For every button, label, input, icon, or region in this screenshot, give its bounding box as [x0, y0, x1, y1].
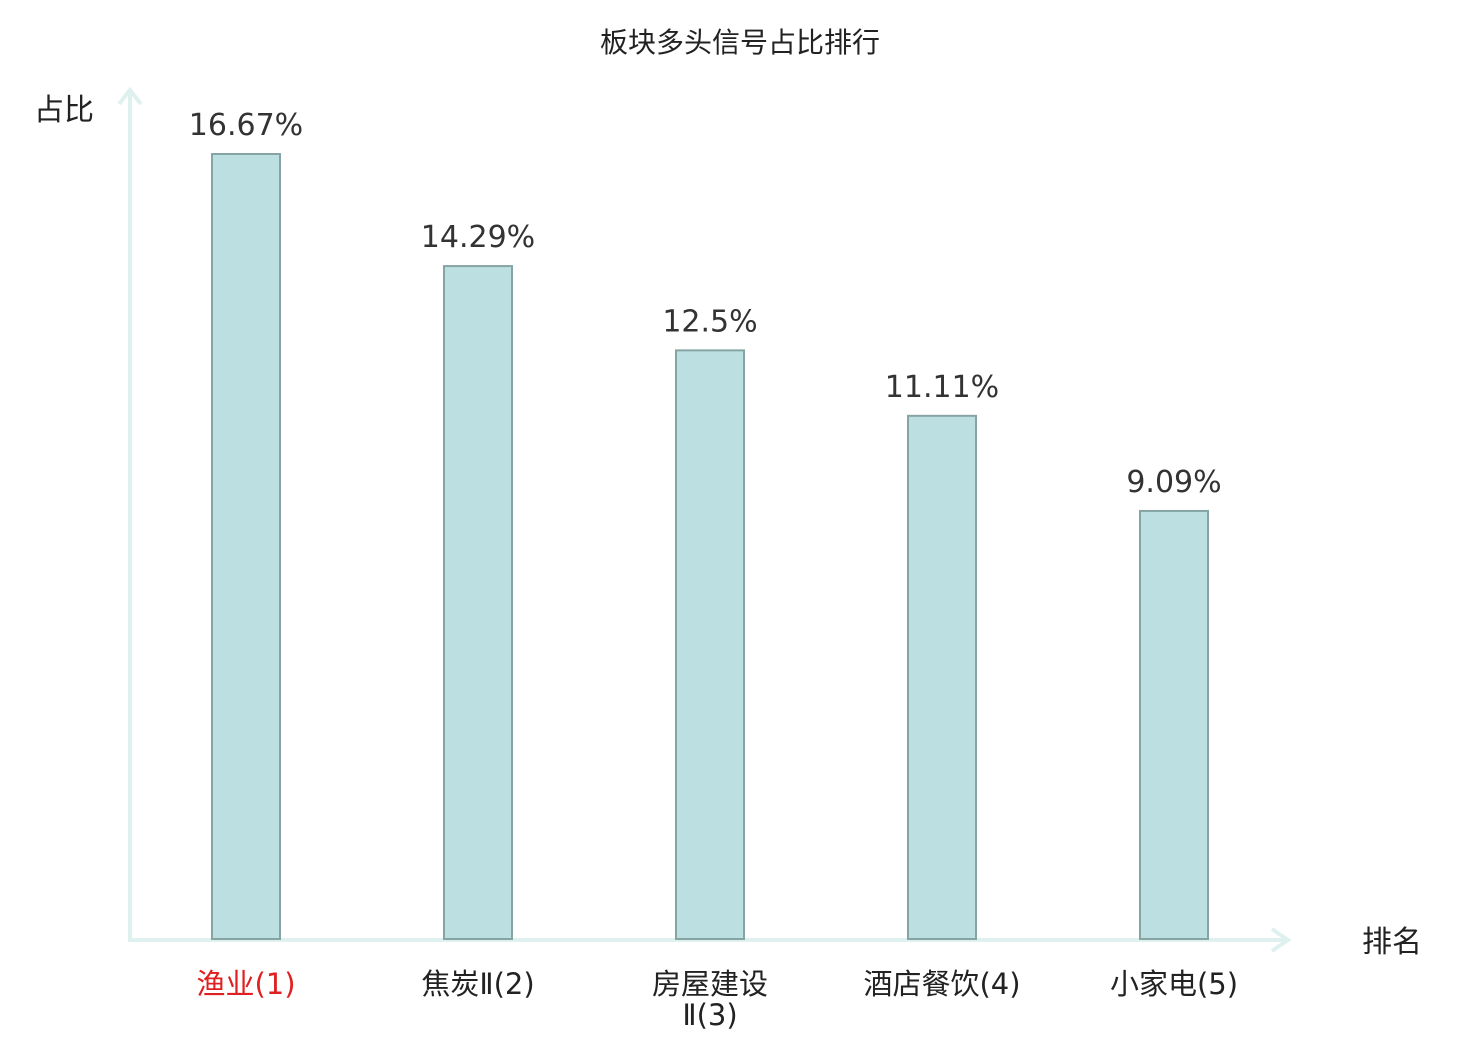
bar-5	[1139, 509, 1209, 940]
bar-1	[211, 153, 281, 940]
y-axis-arrow	[117, 86, 143, 106]
category-rank: (3)	[697, 998, 738, 1032]
category-name: 小家电	[1110, 967, 1197, 1001]
category-name: 房屋建设	[652, 967, 768, 1001]
x-axis-arrow	[1270, 927, 1292, 953]
category-rank: (2)	[494, 967, 535, 1001]
x-axis-label: 排名	[1362, 925, 1422, 960]
axes	[117, 86, 1292, 953]
category-name-line2: Ⅱ	[682, 998, 696, 1032]
category-rank: (1)	[254, 967, 295, 1001]
y-axis-label: 占比	[34, 93, 94, 128]
category-label-3: 房屋建设 Ⅱ(3)	[652, 967, 768, 1032]
bar-2	[443, 265, 513, 941]
category-rank: (5)	[1197, 967, 1238, 1001]
bar-4	[907, 414, 977, 941]
category-name: 焦炭Ⅱ	[421, 967, 493, 1001]
category-rank: (4)	[979, 967, 1020, 1001]
category-label-5: 小家电(5)	[1110, 967, 1238, 1001]
category-name: 酒店餐饮	[863, 967, 979, 1001]
value-labels-group: 16.67% 14.29% 12.5% 11.11% 9.09%	[189, 108, 1222, 500]
bar-3	[675, 349, 745, 940]
bars-group	[211, 153, 1209, 941]
category-label-4: 酒店餐饮(4)	[863, 967, 1020, 1001]
category-labels-group: 渔业(1) 焦炭Ⅱ(2) 房屋建设 Ⅱ(3) 酒店餐饮(4) 小家电(5)	[196, 967, 1238, 1032]
category-label-1: 渔业(1)	[196, 967, 295, 1001]
value-label-2: 14.29%	[421, 220, 535, 255]
category-label-2: 焦炭Ⅱ(2)	[421, 967, 534, 1001]
chart-title: 板块多头信号占比排行	[600, 26, 880, 59]
value-label-4: 11.11%	[885, 370, 999, 405]
value-label-3: 12.5%	[662, 304, 757, 339]
value-label-1: 16.67%	[189, 108, 303, 143]
value-label-5: 9.09%	[1126, 465, 1221, 500]
category-name: 渔业	[196, 967, 254, 1001]
